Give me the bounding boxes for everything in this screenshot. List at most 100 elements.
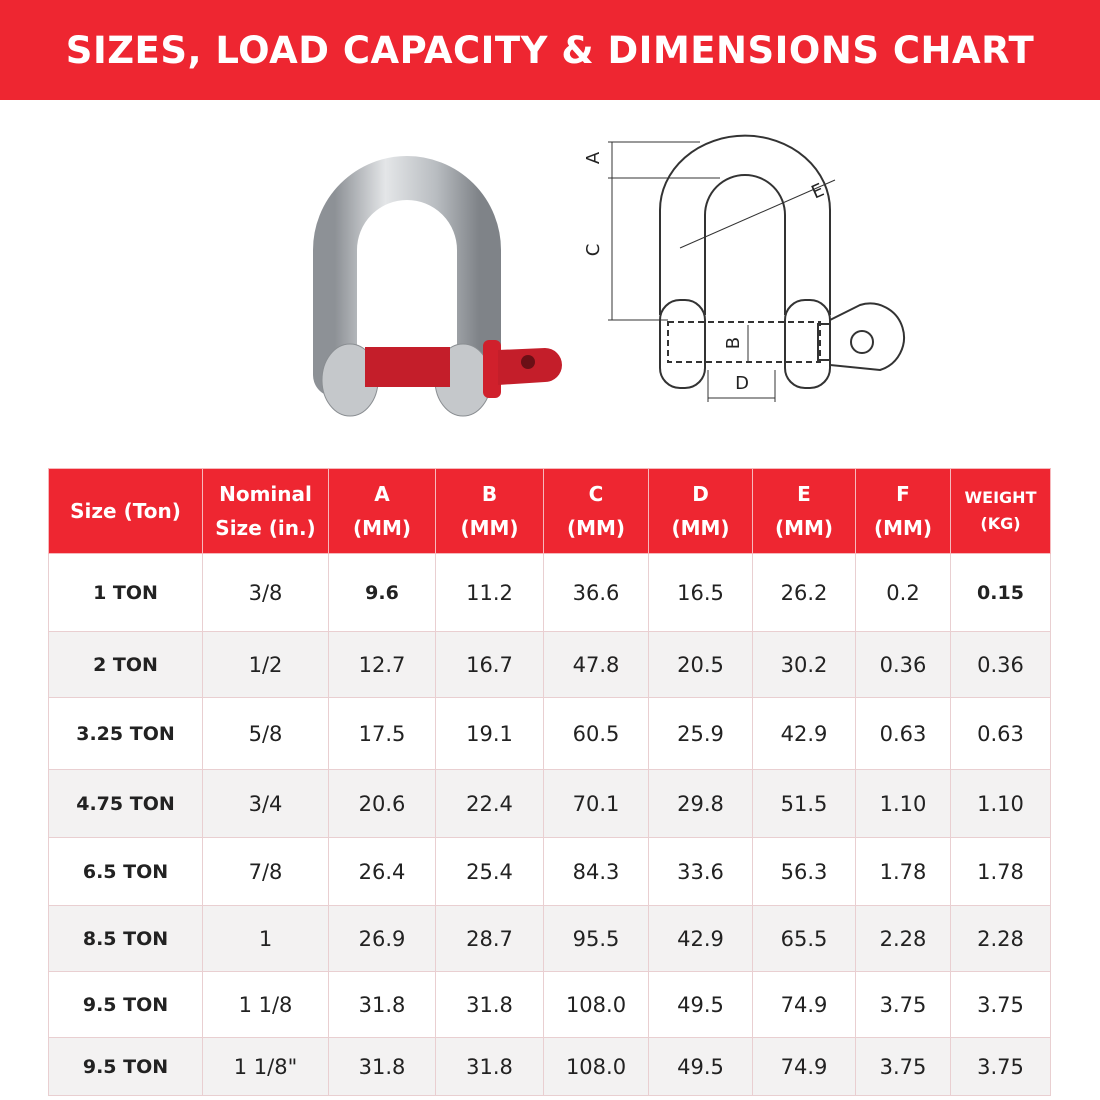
value-cell: 25.4 xyxy=(435,837,544,906)
table-row: 9.5 TON 1 1/8 31.8 31.8 108.0 49.5 74.9 3.75 3.7… xyxy=(48,971,1051,1038)
value-cell: 0.63 xyxy=(950,697,1051,770)
table-row: 2 TON 1/2 12.7 16.7 47.8 20.5 30.2 0.36 0.36 xyxy=(48,631,1051,698)
value-cell: 1/2 xyxy=(202,631,329,698)
value-cell: 70.1 xyxy=(543,769,649,838)
value-cell: 42.9 xyxy=(648,905,753,972)
value-cell: 1 1/8 xyxy=(202,971,329,1038)
header-line: Nominal xyxy=(219,482,312,506)
value-cell: 51.5 xyxy=(752,769,856,838)
column-header: B (MM) xyxy=(435,468,544,554)
header-line: (MM) xyxy=(352,516,412,540)
value-cell: 26.2 xyxy=(752,553,856,632)
size-cell: 4.75 TON xyxy=(48,769,203,838)
header-line: B xyxy=(481,482,498,506)
header-line: A xyxy=(374,482,390,506)
value-cell: 11.2 xyxy=(435,553,544,632)
table-row: 4.75 TON 3/4 20.6 22.4 70.1 29.8 51.5 1.10 1.10 xyxy=(48,769,1051,838)
value-cell: 42.9 xyxy=(752,697,856,770)
value-cell: 74.9 xyxy=(752,1037,856,1096)
value-cell: 108.0 xyxy=(543,1037,649,1096)
value-cell: 1 xyxy=(202,905,329,972)
value-cell: 28.7 xyxy=(435,905,544,972)
value-cell: 0.36 xyxy=(950,631,1051,698)
value-cell: 31.8 xyxy=(435,971,544,1038)
dim-label: C xyxy=(583,244,604,257)
header-line: WEIGHT xyxy=(964,488,1037,507)
value-cell: 30.2 xyxy=(752,631,856,698)
header-line: F xyxy=(896,482,910,506)
value-cell: 3/8 xyxy=(202,553,329,632)
value-cell: 22.4 xyxy=(435,769,544,838)
header-line: (MM) xyxy=(671,516,730,540)
value-cell: 0.15 xyxy=(950,553,1051,632)
dim-label: A xyxy=(583,151,604,164)
column-header: E (MM) xyxy=(752,468,856,554)
value-cell: 0.2 xyxy=(855,553,951,632)
size-cell: 6.5 TON xyxy=(48,837,203,906)
column-header: D (MM) xyxy=(648,468,753,554)
header-line: C xyxy=(588,482,604,506)
value-cell: 1.10 xyxy=(950,769,1051,838)
column-header: A (MM) xyxy=(328,468,436,554)
value-cell: 84.3 xyxy=(543,837,649,906)
value-cell: 1.10 xyxy=(855,769,951,838)
size-cell: 8.5 TON xyxy=(48,905,203,972)
value-cell: 31.8 xyxy=(435,1037,544,1096)
column-header: Size (Ton) xyxy=(48,468,203,554)
column-header: Nominal Size (in.) xyxy=(202,468,329,554)
value-cell: 31.8 xyxy=(328,971,436,1038)
header-line: (MM) xyxy=(873,516,933,540)
table-row: 1 TON 3/8 9.6 11.2 36.6 16.5 26.2 0.2 0.15 xyxy=(48,553,1051,632)
value-cell: 25.9 xyxy=(648,697,753,770)
value-cell: 65.5 xyxy=(752,905,856,972)
header-line: (MM) xyxy=(774,516,834,540)
value-cell: 12.7 xyxy=(328,631,436,698)
value-cell: 60.5 xyxy=(543,697,649,770)
value-cell: 20.5 xyxy=(648,631,753,698)
value-cell: 16.5 xyxy=(648,553,753,632)
value-cell: 49.5 xyxy=(648,971,753,1038)
banner: SIZES, LOAD CAPACITY & DIMENSIONS CHART xyxy=(0,0,1100,100)
value-cell: 95.5 xyxy=(543,905,649,972)
size-cell: 2 TON xyxy=(48,631,203,698)
value-cell: 7/8 xyxy=(202,837,329,906)
header-line: (MM) xyxy=(460,516,519,540)
value-cell: 3/4 xyxy=(202,769,329,838)
size-cell: 9.5 TON xyxy=(48,971,203,1038)
value-cell: 36.6 xyxy=(543,553,649,632)
column-header: F (MM) xyxy=(855,468,951,554)
value-cell: 3.75 xyxy=(855,1037,951,1096)
value-cell: 19.1 xyxy=(435,697,544,770)
size-cell: 9.5 TON xyxy=(48,1037,203,1096)
value-cell: 3.75 xyxy=(855,971,951,1038)
value-cell: 29.8 xyxy=(648,769,753,838)
illustrations: A C E B D xyxy=(313,134,905,417)
value-cell: 49.5 xyxy=(648,1037,753,1096)
value-cell: 17.5 xyxy=(328,697,436,770)
header-line: Size (Ton) xyxy=(70,499,181,523)
value-cell: 2.28 xyxy=(950,905,1051,972)
header-line: E xyxy=(797,482,811,506)
column-header: C (MM) xyxy=(543,468,649,554)
value-cell: 31.8 xyxy=(328,1037,436,1096)
dim-label: D xyxy=(735,373,749,394)
value-cell: 26.9 xyxy=(328,905,436,972)
column-header: WEIGHT (KG) xyxy=(950,468,1051,554)
value-cell: 3.75 xyxy=(950,971,1051,1038)
value-cell: 108.0 xyxy=(543,971,649,1038)
table-row: 3.25 TON 5/8 17.5 19.1 60.5 25.9 42.9 0.63 0.63 xyxy=(48,697,1051,770)
spec-table: Size (Ton) Nominal Size (in.) A (MM) B (MM) C (M… xyxy=(48,468,1051,1096)
value-cell: 0.63 xyxy=(855,697,951,770)
value-cell: 1 1/8" xyxy=(202,1037,329,1096)
value-cell: 20.6 xyxy=(328,769,436,838)
value-cell: 3.75 xyxy=(950,1037,1051,1096)
value-cell: 33.6 xyxy=(648,837,753,906)
value-cell: 1.78 xyxy=(855,837,951,906)
value-cell: 74.9 xyxy=(752,971,856,1038)
value-cell: 1.78 xyxy=(950,837,1051,906)
header-line: Size (in.) xyxy=(215,516,316,540)
header-row: Size (Ton) Nominal Size (in.) A (MM) B (MM) C (M… xyxy=(48,468,1051,554)
value-cell: 0.36 xyxy=(855,631,951,698)
table-row: 6.5 TON 7/8 26.4 25.4 84.3 33.6 56.3 1.78 1.78 xyxy=(48,837,1051,906)
